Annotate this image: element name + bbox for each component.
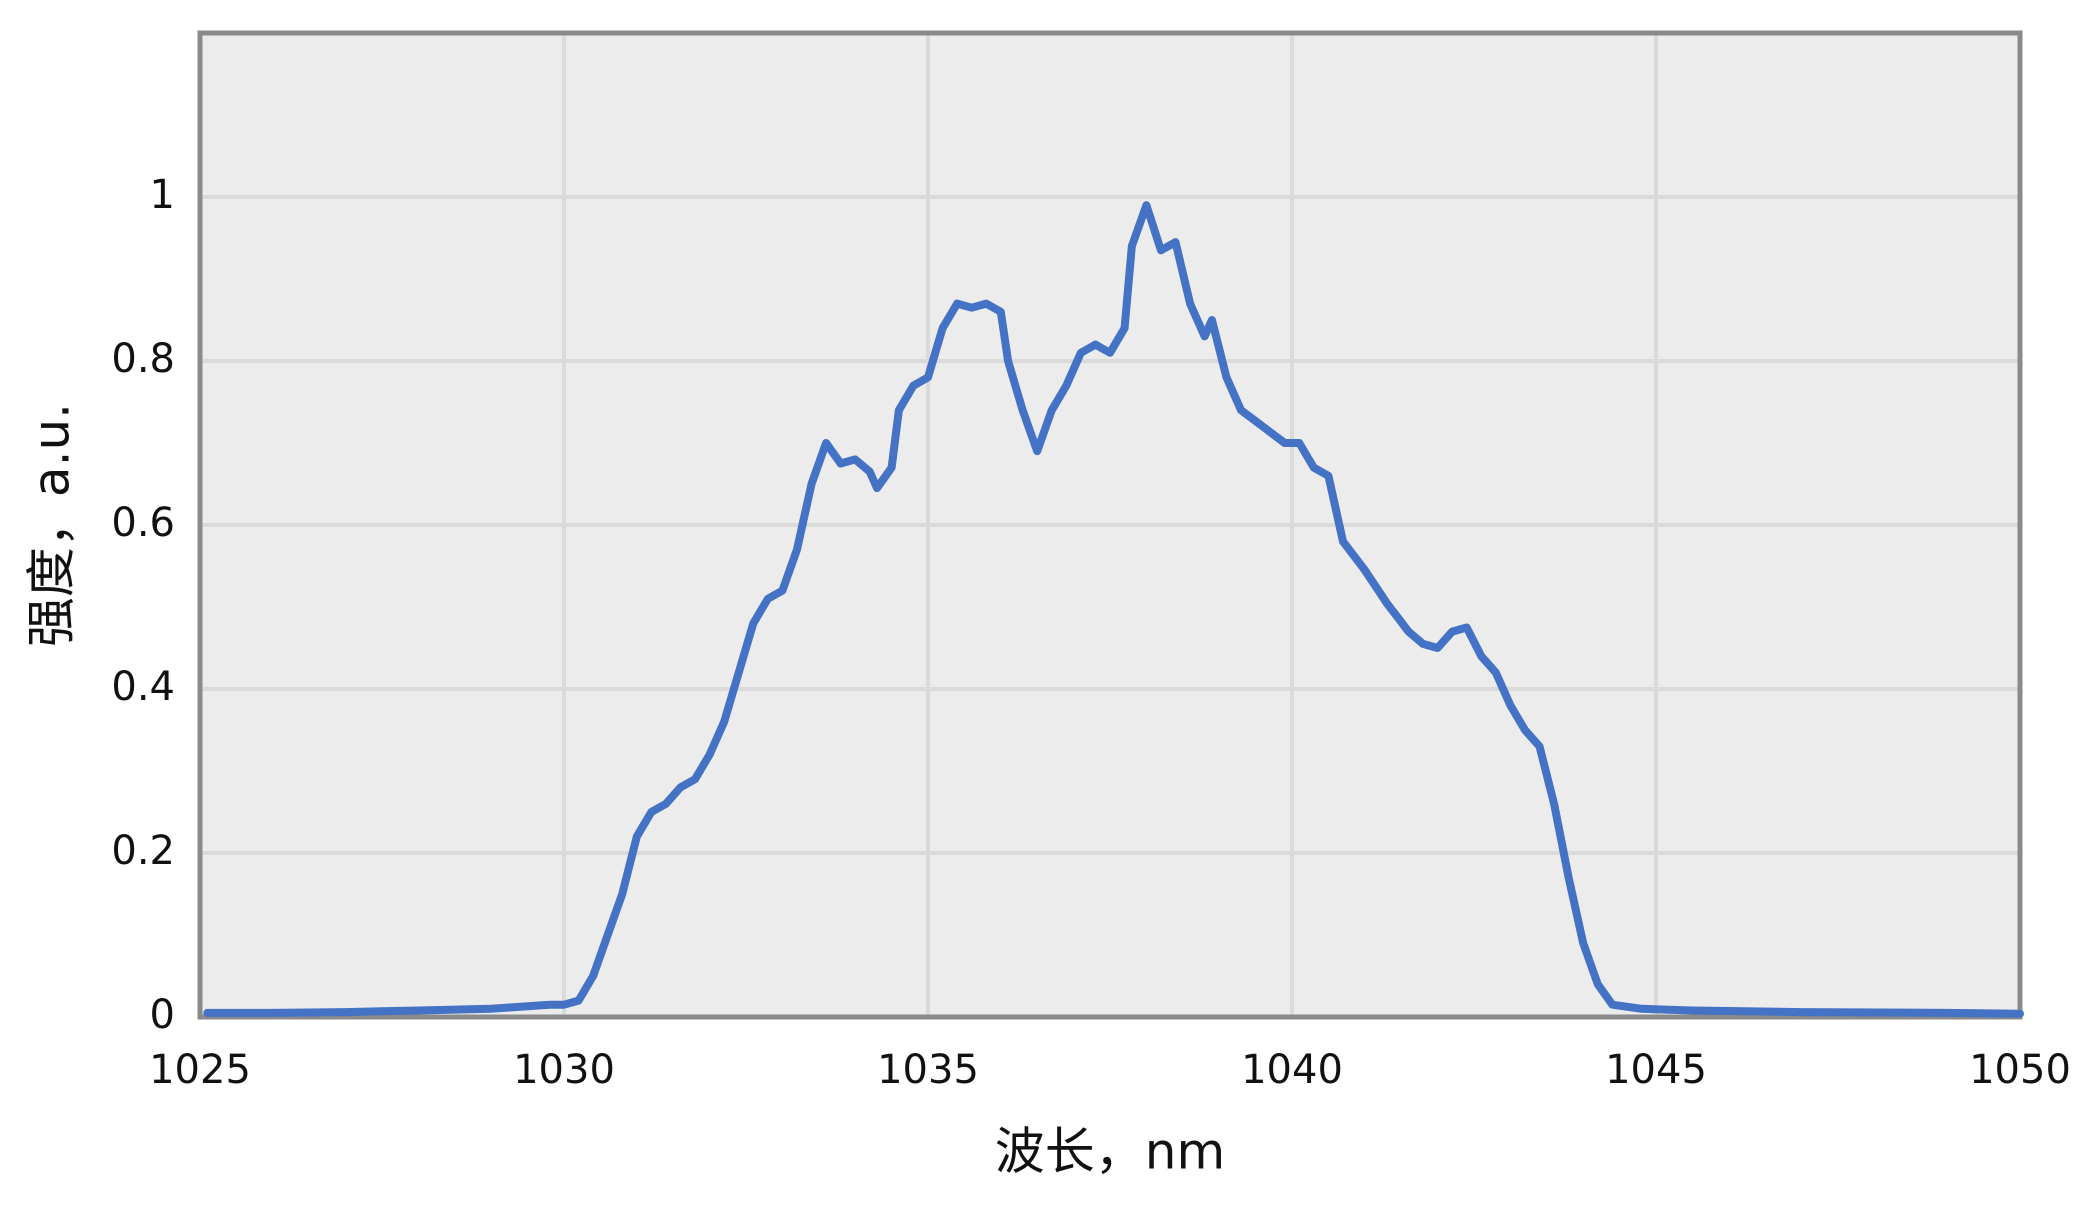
x-tick-label: 1045: [1605, 1047, 1707, 1093]
y-tick-label: 0.8: [111, 336, 175, 382]
data-line: [203, 201, 2024, 1018]
x-tick-label: 1030: [513, 1047, 615, 1093]
x-tick-label: 1040: [1241, 1047, 1343, 1093]
y-tick-label: 0.6: [111, 500, 175, 546]
x-axis-label: 波长，nm: [995, 1123, 1225, 1181]
y-tick-label: 0.2: [111, 828, 175, 874]
y-tick-label: 1: [150, 172, 175, 218]
y-tick-label: 0: [150, 992, 175, 1038]
x-tick-label: 1050: [1969, 1047, 2071, 1093]
y-tick-label: 0.4: [111, 664, 175, 710]
x-tick-label: 1035: [877, 1047, 979, 1093]
y-axis-label: 强度，a.u.: [23, 403, 81, 647]
plot-border: [197, 30, 2023, 1020]
x-tick-label: 1025: [149, 1047, 251, 1093]
